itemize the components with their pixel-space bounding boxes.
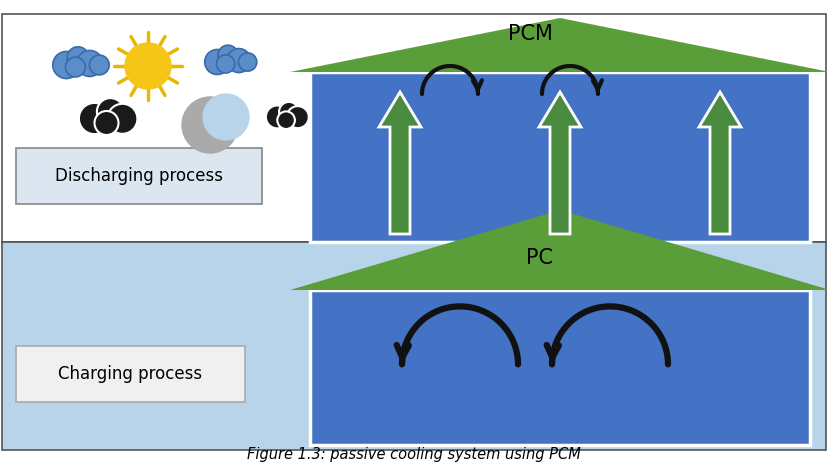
- Text: Charging process: Charging process: [59, 365, 203, 383]
- FancyArrow shape: [379, 92, 420, 234]
- Circle shape: [77, 50, 103, 77]
- FancyBboxPatch shape: [16, 346, 245, 402]
- Bar: [2, 242, 825, 450]
- Circle shape: [79, 103, 110, 134]
- Bar: [309, 290, 809, 445]
- Circle shape: [203, 94, 249, 140]
- FancyArrow shape: [538, 92, 581, 234]
- Circle shape: [227, 48, 251, 72]
- Text: PC: PC: [526, 248, 552, 268]
- Circle shape: [279, 102, 299, 122]
- Circle shape: [97, 98, 124, 125]
- Circle shape: [204, 49, 229, 74]
- Circle shape: [67, 47, 88, 69]
- Text: PCM: PCM: [507, 24, 552, 44]
- FancyBboxPatch shape: [16, 148, 261, 204]
- Text: Figure 1.3: passive cooling system using PCM: Figure 1.3: passive cooling system using…: [246, 447, 581, 462]
- Circle shape: [238, 53, 256, 71]
- Bar: [2, 14, 825, 242]
- Bar: [309, 72, 809, 242]
- Circle shape: [125, 43, 171, 89]
- Circle shape: [218, 45, 238, 65]
- Circle shape: [216, 55, 234, 73]
- Circle shape: [277, 111, 294, 129]
- Circle shape: [53, 52, 79, 78]
- Circle shape: [286, 106, 308, 128]
- Text: Discharging process: Discharging process: [55, 167, 222, 185]
- Circle shape: [182, 97, 237, 153]
- Circle shape: [94, 111, 118, 135]
- Circle shape: [89, 55, 109, 75]
- FancyArrow shape: [698, 92, 740, 234]
- Polygon shape: [289, 18, 827, 72]
- Circle shape: [265, 105, 289, 128]
- Circle shape: [65, 57, 85, 77]
- Circle shape: [108, 104, 137, 134]
- Polygon shape: [289, 210, 827, 290]
